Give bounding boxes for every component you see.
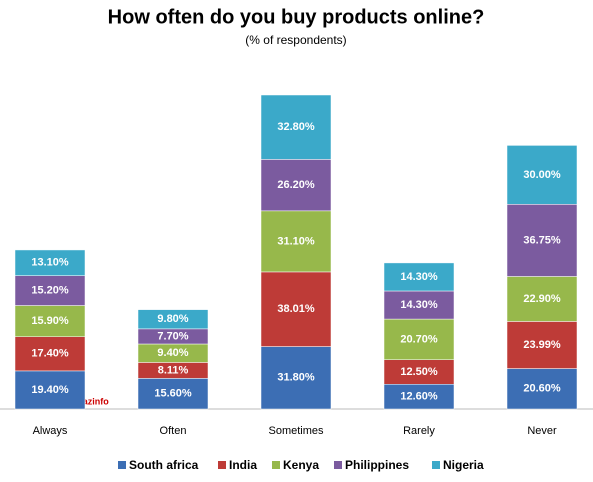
bar-segment <box>260 271 332 347</box>
legend-swatch <box>272 461 280 469</box>
bar-segment <box>506 321 578 369</box>
x-tick-label: Never <box>527 425 557 437</box>
data-label: 17.40% <box>31 348 69 360</box>
legend-swatch <box>334 461 342 469</box>
data-label: 15.20% <box>31 285 69 297</box>
bar-segment <box>383 290 455 320</box>
data-label: 14.30% <box>400 271 438 283</box>
data-label: 26.20% <box>277 179 315 191</box>
legend-label: Nigeria <box>443 458 484 472</box>
data-label: 23.99% <box>523 339 561 351</box>
data-label: 9.80% <box>157 313 188 325</box>
bar-segment <box>260 210 332 273</box>
bar-segment <box>14 336 86 372</box>
data-label: 31.10% <box>277 235 315 247</box>
bar-segment <box>14 275 86 306</box>
bar-segment <box>260 346 332 410</box>
legend-swatch <box>218 461 226 469</box>
data-label: 38.01% <box>277 303 315 315</box>
data-label: 32.80% <box>277 121 315 133</box>
data-label: 31.80% <box>277 372 315 384</box>
bar-segment <box>506 276 578 322</box>
data-label: 15.60% <box>154 388 192 400</box>
data-label: 12.50% <box>400 366 438 378</box>
bar-segment <box>383 359 455 385</box>
legend-label: Philippines <box>345 458 409 472</box>
legend-swatch <box>432 461 440 469</box>
data-label: 30.00% <box>523 169 561 181</box>
data-label: 36.75% <box>523 234 561 246</box>
x-tick-label: Rarely <box>403 425 435 437</box>
data-label: 20.70% <box>400 333 438 345</box>
watermark: dazinfo <box>77 396 109 406</box>
bar-segment <box>506 368 578 410</box>
bar-segment <box>137 378 209 410</box>
data-label: 13.10% <box>31 257 69 269</box>
legend-label: India <box>229 458 257 472</box>
x-tick-label: Always <box>33 425 68 437</box>
bar-segment <box>137 309 209 330</box>
data-label: 20.60% <box>523 383 561 395</box>
bar-segment <box>14 249 86 276</box>
bar-segment <box>383 318 455 360</box>
legend-label: Kenya <box>283 458 319 472</box>
data-label: 19.40% <box>31 384 69 396</box>
data-label: 8.11% <box>158 364 189 376</box>
x-tick-label: Often <box>160 425 187 437</box>
x-tick-label: Sometimes <box>268 425 324 437</box>
bar-segment <box>506 145 578 205</box>
data-label: 15.90% <box>31 315 69 327</box>
chart-subtitle: (% of respondents) <box>245 33 346 47</box>
bar-segment <box>506 204 578 277</box>
data-label: 12.60% <box>400 391 438 403</box>
data-label: 14.30% <box>400 299 438 311</box>
bar-segment <box>260 94 332 160</box>
data-label: 9.40% <box>157 347 188 359</box>
legend-swatch <box>118 461 126 469</box>
data-label: 22.90% <box>523 293 561 305</box>
bar-segment <box>383 262 455 292</box>
legend-label: South africa <box>129 458 199 472</box>
chart-title: How often do you buy products online? <box>108 6 485 28</box>
data-label: 7.70% <box>157 330 188 342</box>
bar-segment <box>383 384 455 410</box>
